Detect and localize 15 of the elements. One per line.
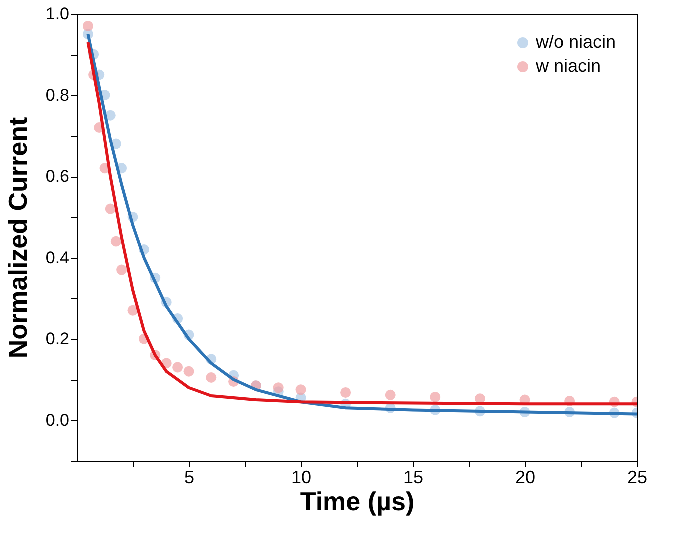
legend-label: w niacin [535, 56, 602, 76]
y-tick-label: 0.2 [46, 330, 70, 349]
text: 0.0 [46, 410, 70, 430]
legend-label: w/o niacin [535, 32, 616, 52]
x-tick-label: 15 [403, 468, 424, 488]
x-axis-title: Time (µs) [300, 486, 415, 516]
x-tick-label: 5 [184, 468, 195, 488]
text: 1.0 [46, 4, 70, 24]
y-tick-label: 0.4 [46, 248, 70, 268]
x-tick-label: 10 [291, 468, 312, 488]
x-tick-label: 20 [515, 468, 536, 488]
x-tick-label: 25 [627, 468, 648, 488]
y-axis-title: Normalized Current [2, 117, 33, 359]
y-tick-label: 0.6 [46, 167, 70, 186]
y-tick-label: 0.8 [46, 86, 70, 105]
